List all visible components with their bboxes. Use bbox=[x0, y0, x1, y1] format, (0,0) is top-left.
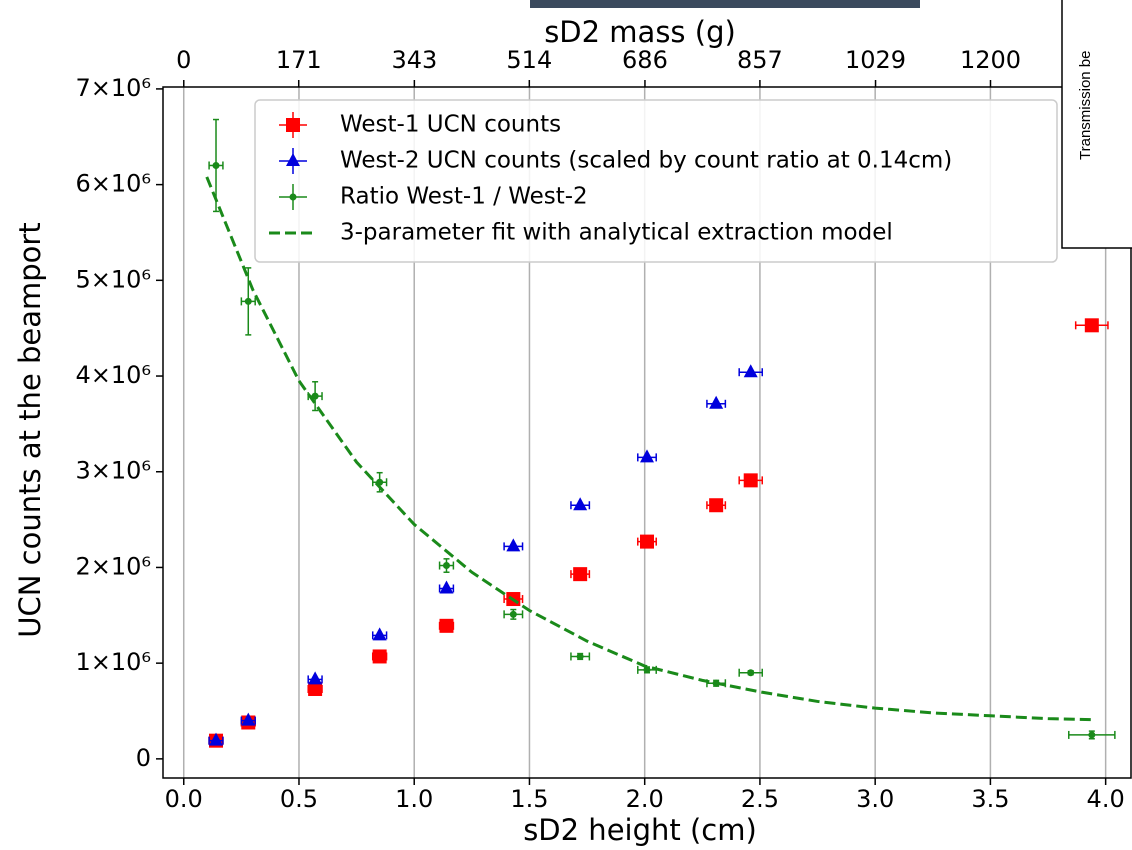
point bbox=[506, 538, 521, 552]
y-tick-label: 6×10⁶ bbox=[75, 170, 151, 198]
plot-frame bbox=[162, 86, 1132, 779]
inset-y-label: Transmission be bbox=[1077, 51, 1094, 160]
y-tick-label: 4×10⁶ bbox=[75, 361, 151, 389]
legend-marker bbox=[289, 193, 297, 201]
point bbox=[311, 392, 319, 400]
x2-tick-label: 1200 bbox=[960, 46, 1021, 74]
y-axis-label: UCN counts at the beamport bbox=[13, 222, 47, 637]
x2-tick-label: 1029 bbox=[845, 46, 906, 74]
x-tick-label: 2.5 bbox=[741, 785, 779, 813]
point bbox=[241, 712, 256, 726]
point bbox=[573, 567, 588, 582]
x2-tick-label: 343 bbox=[391, 46, 437, 74]
point bbox=[372, 649, 387, 664]
point bbox=[442, 562, 450, 570]
y-tick-label: 3×10⁶ bbox=[75, 457, 151, 485]
legend-marker bbox=[286, 118, 300, 132]
legend-label: Ratio West-1 / West-2 bbox=[340, 184, 588, 210]
point bbox=[439, 580, 454, 594]
y-tick-label: 0 bbox=[136, 744, 151, 772]
legend-label: West-2 UCN counts (scaled by count ratio… bbox=[340, 148, 952, 174]
point bbox=[643, 666, 651, 674]
point bbox=[640, 534, 654, 549]
x-tick-label: 2.0 bbox=[626, 785, 664, 813]
y-tick-label: 7×10⁶ bbox=[75, 74, 151, 102]
legend-label: 3-parameter fit with analytical extracti… bbox=[340, 220, 893, 246]
legend-label: West-1 UCN counts bbox=[340, 112, 561, 138]
x2-tick-label: 171 bbox=[276, 46, 322, 74]
x-tick-label: 1.0 bbox=[395, 785, 433, 813]
x-tick-label: 4.0 bbox=[1087, 785, 1125, 813]
point bbox=[743, 364, 758, 378]
y-tick-label: 1×10⁶ bbox=[75, 648, 151, 676]
point bbox=[509, 610, 517, 618]
point bbox=[747, 669, 755, 677]
x-tick-label: 3.5 bbox=[971, 785, 1009, 813]
legend-marker bbox=[286, 153, 300, 166]
point bbox=[209, 732, 224, 746]
point bbox=[1084, 318, 1099, 333]
point bbox=[573, 497, 588, 511]
point bbox=[372, 627, 387, 641]
point bbox=[1088, 731, 1096, 739]
point bbox=[576, 652, 584, 660]
point bbox=[308, 671, 323, 685]
image-fragment bbox=[530, 0, 920, 8]
x-tick-label: 3.0 bbox=[856, 785, 894, 813]
x-tick-label: 0.0 bbox=[165, 785, 203, 813]
x2-tick-label: 0 bbox=[176, 46, 191, 74]
x-tick-label: 1.5 bbox=[510, 785, 548, 813]
point bbox=[439, 618, 454, 633]
point bbox=[244, 297, 252, 305]
fit-line bbox=[205, 176, 1092, 722]
point bbox=[709, 498, 724, 513]
point bbox=[743, 473, 758, 488]
x2-tick-label: 857 bbox=[737, 46, 783, 74]
point bbox=[308, 681, 323, 696]
inset-box bbox=[1061, 0, 1132, 249]
x-axis-label: sD2 height (cm) bbox=[523, 813, 757, 847]
point bbox=[212, 161, 220, 169]
y-tick-label: 2×10⁶ bbox=[75, 552, 151, 580]
y-tick-label: 5×10⁶ bbox=[75, 265, 151, 293]
x2-axis-label: sD2 mass (g) bbox=[544, 15, 736, 49]
x-tick-label: 0.5 bbox=[280, 785, 318, 813]
x2-tick-label: 514 bbox=[506, 46, 552, 74]
legend-box bbox=[254, 99, 1058, 263]
point bbox=[709, 395, 724, 409]
point bbox=[640, 449, 654, 463]
x2-tick-label: 686 bbox=[622, 46, 668, 74]
